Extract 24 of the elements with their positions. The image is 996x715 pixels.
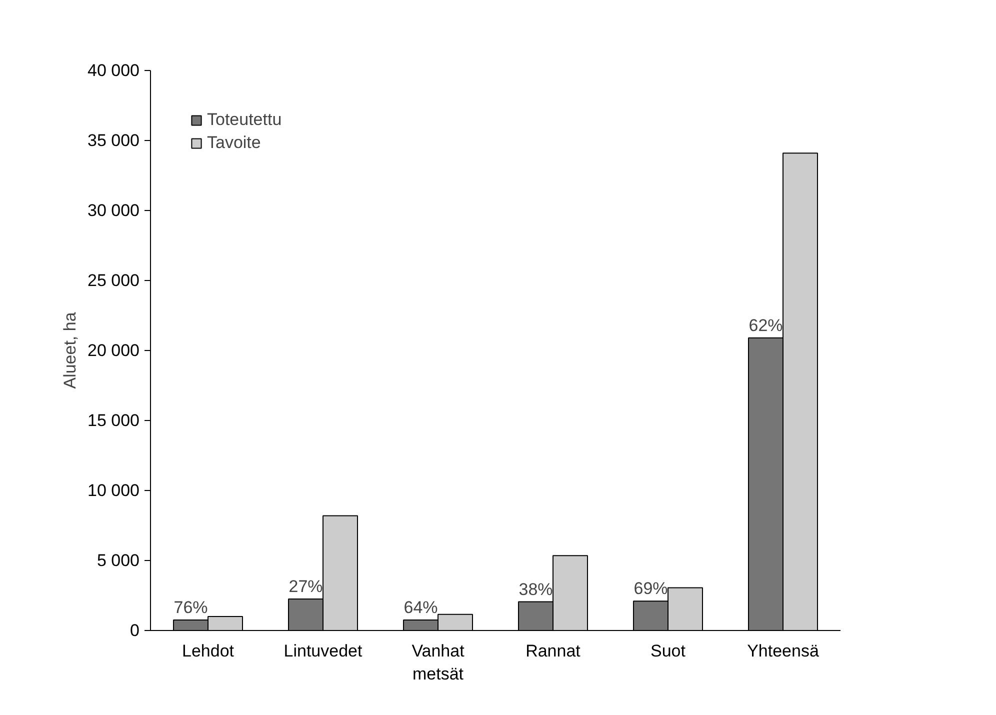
y-tick-label: 25 000 xyxy=(88,271,140,290)
y-tick-label: 15 000 xyxy=(88,411,140,430)
y-tick-label: 30 000 xyxy=(88,201,140,220)
annotation: 27% xyxy=(288,577,323,596)
x-tick-label: Yhteensä xyxy=(747,642,820,660)
y-tick-label: 0 xyxy=(130,621,140,640)
x-tick-label: Rannat xyxy=(526,642,581,660)
y-axis-title: Alueet, ha xyxy=(60,312,80,389)
x-tick-label: Lintuvedet xyxy=(284,642,362,660)
y-tick-label: 5 000 xyxy=(96,551,140,570)
y-tick-label: 20 000 xyxy=(88,341,140,360)
legend-label: Tavoite xyxy=(207,133,261,153)
y-tick-label: 10 000 xyxy=(88,481,140,500)
x-tick-label: Vanhat metsät xyxy=(412,642,465,684)
annotation: 38% xyxy=(518,580,553,599)
x-tick-label: Lehdot xyxy=(182,642,234,660)
x-tick-label: Suot xyxy=(650,642,686,660)
annotation: 64% xyxy=(404,598,438,617)
annotation: 69% xyxy=(634,579,668,598)
y-tick-label: 35 000 xyxy=(88,131,140,150)
annotation: 62% xyxy=(748,316,783,335)
legend-label: Toteutettu xyxy=(207,110,282,130)
y-tick-label: 40 000 xyxy=(88,61,140,80)
annotation: 76% xyxy=(174,598,208,617)
